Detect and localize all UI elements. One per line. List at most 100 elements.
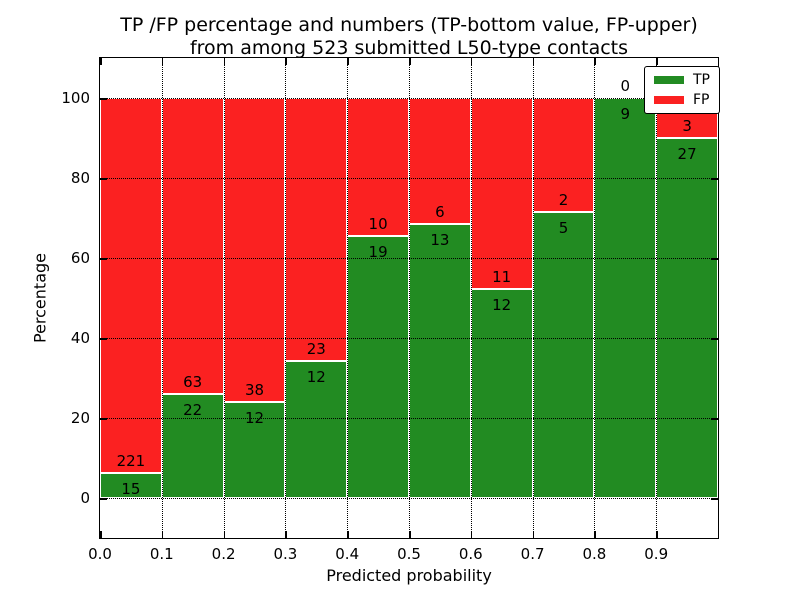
y-tick-label: 20 <box>70 409 90 427</box>
y-tick-label: 100 <box>61 89 90 107</box>
x-tick-label: 0.4 <box>335 545 360 563</box>
x-tick-mark <box>532 58 535 65</box>
x-tick-mark <box>594 531 596 538</box>
tp-legend-swatch <box>654 76 684 84</box>
y-tick-mark <box>100 98 107 100</box>
x-tick-mark <box>470 531 473 538</box>
x-tick-mark <box>161 531 164 538</box>
x-tick-mark <box>409 58 411 65</box>
chart-title-line1: TP /FP percentage and numbers (TP-bottom… <box>120 14 698 36</box>
x-tick-mark <box>409 531 411 538</box>
legend-label: TP <box>693 72 710 88</box>
bar-segment-fp <box>285 98 348 361</box>
x-tick-label: 0.1 <box>149 545 174 563</box>
vertical-gridline <box>470 58 472 538</box>
legend-item: FP <box>654 93 710 107</box>
y-tick-mark <box>100 498 107 500</box>
vertical-gridline <box>223 58 225 538</box>
vertical-gridline <box>409 58 410 538</box>
tp-count-label: 22 <box>183 401 203 420</box>
x-tick-mark <box>285 531 287 538</box>
bar-segment-tp <box>470 289 533 498</box>
horizontal-gridline <box>100 178 718 179</box>
vertical-gridline <box>161 58 163 538</box>
y-tick-label: 40 <box>70 329 90 347</box>
fp-count-label: 3 <box>682 117 692 135</box>
x-tick-label: 0.9 <box>644 545 669 563</box>
fp-count-label: 63 <box>183 373 203 392</box>
bar-segment-fp <box>223 98 286 402</box>
tp-count-label: 19 <box>368 242 388 261</box>
x-tick-label: 0.3 <box>273 545 298 563</box>
bar-segment-tp <box>594 98 657 498</box>
x-tick-mark <box>223 58 226 65</box>
x-tick-mark <box>100 531 102 538</box>
legend-item: TP <box>654 73 710 87</box>
fp-count-label: 38 <box>244 381 265 399</box>
x-axis-label: Predicted probability <box>326 566 492 585</box>
y-tick-mark <box>100 178 107 180</box>
y-tick-mark <box>711 418 718 420</box>
x-tick-label: 0.7 <box>520 545 545 563</box>
fp-legend-swatch <box>654 96 684 104</box>
x-tick-mark <box>594 58 596 65</box>
y-tick-mark <box>711 178 718 180</box>
x-tick-mark <box>223 531 226 538</box>
bar-segment-tp <box>347 235 409 498</box>
horizontal-gridline <box>100 338 718 339</box>
vertical-gridline <box>594 58 596 538</box>
bar-segment-tp <box>409 224 471 498</box>
y-tick-mark <box>100 258 107 260</box>
horizontal-gridline <box>100 498 718 499</box>
bar-segment-fp <box>161 98 224 395</box>
x-tick-label: 0.5 <box>397 545 421 563</box>
horizontal-gridline <box>100 258 718 259</box>
tp-count-label: 9 <box>620 105 631 123</box>
x-tick-mark <box>161 58 164 65</box>
x-tick-label: 0.2 <box>211 545 236 563</box>
tp-count-label: 12 <box>492 296 512 315</box>
y-tick-label: 60 <box>70 249 90 267</box>
chart-title: TP /FP percentage and numbers (TP-bottom… <box>100 14 718 60</box>
x-tick-label: 0.8 <box>582 545 607 563</box>
vertical-gridline <box>656 58 658 538</box>
y-tick-mark <box>100 418 107 420</box>
bar-segment-tp <box>285 360 348 498</box>
tp-count-label: 12 <box>306 367 326 386</box>
y-tick-mark <box>711 498 718 500</box>
bar-segment-fp <box>409 98 471 225</box>
tp-count-label: 13 <box>430 231 450 250</box>
legend: TP FP <box>644 66 720 114</box>
tp-count-label: 15 <box>121 479 141 498</box>
plot-area: TP FP 221 15 63 22 38 12 23 12 10 19 6 13 11 12 2 5 0 9 3 27 <box>99 57 720 539</box>
x-tick-mark <box>532 531 535 538</box>
tp-count-label: 5 <box>558 219 569 238</box>
y-tick-label: 0 <box>80 489 90 507</box>
vertical-gridline <box>532 58 534 538</box>
vertical-gridline <box>285 58 287 538</box>
horizontal-gridline <box>100 418 718 419</box>
x-tick-label: 0.6 <box>458 545 483 563</box>
x-tick-mark <box>656 58 658 65</box>
fp-count-label: 23 <box>306 339 326 358</box>
fp-count-label: 6 <box>435 203 445 222</box>
y-tick-label: 80 <box>70 169 90 187</box>
chart-title-line2: from among 523 submitted L50-type contac… <box>189 37 629 59</box>
legend-label: FP <box>693 92 710 108</box>
y-tick-mark <box>711 338 718 340</box>
bar-segment-fp <box>532 98 595 213</box>
fp-count-label: 11 <box>492 268 512 287</box>
bar-segment-tp <box>532 212 595 498</box>
x-tick-mark <box>347 531 349 538</box>
x-tick-mark <box>470 58 473 65</box>
x-tick-mark <box>285 58 287 65</box>
horizontal-gridline <box>100 98 718 99</box>
fp-count-label: 2 <box>558 191 569 210</box>
y-tick-mark <box>711 258 718 260</box>
fp-count-label: 0 <box>620 77 631 95</box>
tp-count-label: 12 <box>244 409 265 427</box>
x-tick-label: 0.0 <box>88 545 112 563</box>
y-tick-mark <box>100 338 107 340</box>
x-tick-mark <box>656 531 658 538</box>
